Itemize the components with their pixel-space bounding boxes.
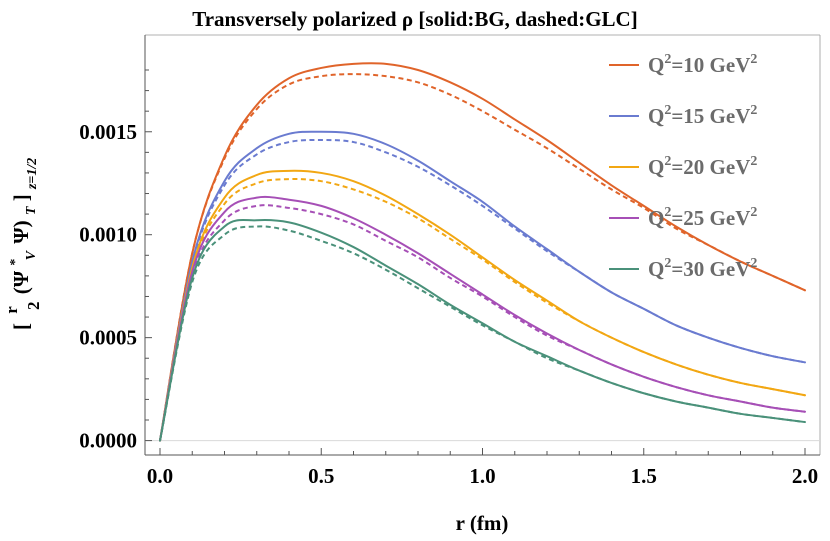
x-tick-label: 2.0	[792, 464, 818, 488]
x-tick-label: 0.0	[147, 464, 173, 488]
legend-label-10: Q2=10 GeV2	[648, 52, 757, 77]
series-10-solid-line	[159, 62, 806, 442]
x-tick-label: 0.5	[308, 464, 334, 488]
y-label-prefix: [	[9, 323, 33, 330]
x-tick-label: 1.5	[631, 464, 657, 488]
series-15-solid-line	[159, 130, 806, 442]
y-tick-label: 0.0015	[79, 120, 137, 144]
y-axis-label: [ r 2 (Ψ * V Ψ) T ] z=1/2	[0, 158, 44, 330]
y-label-num: r	[2, 306, 21, 314]
y-ticks: 0.0000 0.0005 0.0010 0.0015	[79, 69, 152, 453]
legend-label-25: Q2=25 GeV2	[648, 205, 757, 230]
legend: Q2=10 GeV2 Q2=15 GeV2 Q2=20 GeV2 Q2=25 GeV2…	[609, 52, 757, 281]
series-25-solid-line	[159, 195, 806, 442]
series-20-dashed-line	[159, 178, 806, 441]
y-label-body: (Ψ	[9, 270, 33, 294]
y-tick-label: 0.0010	[79, 223, 137, 247]
legend-label-20: Q2=20 GeV2	[648, 154, 757, 179]
x-tick-label: 1.0	[469, 464, 495, 488]
series-20-solid-line	[159, 169, 806, 442]
y-label-body2: Ψ)	[9, 220, 33, 243]
chart-title: Transversely polarized ρ [solid:BG, dash…	[192, 7, 637, 31]
y-label-main: [ r 2 (Ψ * V Ψ) T ] z=1/2	[0, 158, 44, 330]
y-label-close: ]	[9, 194, 33, 201]
x-axis-label: r (fm)	[456, 511, 509, 535]
y-tick-label: 0.0005	[79, 326, 137, 350]
y-tick-label: 0.0000	[79, 429, 137, 453]
y-label-den: 2	[24, 301, 43, 310]
legend-label-30: Q2=30 GeV2	[648, 256, 757, 281]
series-group	[159, 62, 806, 442]
y-label-sub-v: V	[24, 249, 39, 260]
y-label-sub-z: z=1/2	[25, 158, 40, 190]
legend-label-15: Q2=15 GeV2	[648, 103, 757, 128]
x-ticks: 0.0 0.5 1.0 1.5 2.0	[147, 448, 818, 488]
y-label-sup: *	[8, 259, 23, 266]
series-30-solid-line	[159, 219, 806, 442]
y-label-sub-t: T	[24, 205, 39, 215]
